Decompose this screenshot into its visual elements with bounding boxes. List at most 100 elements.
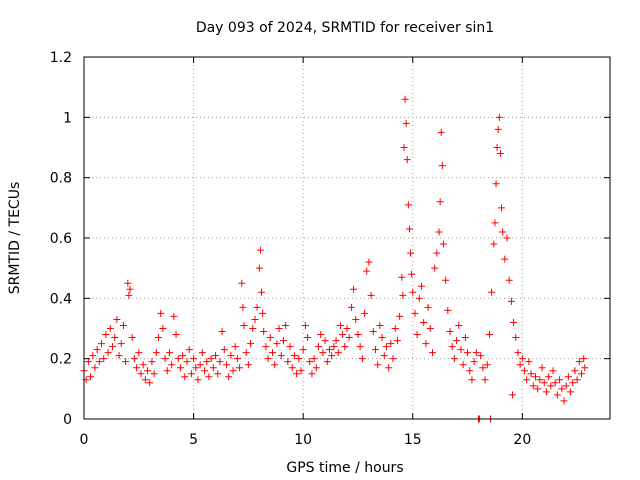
data-point [477, 352, 485, 360]
data-points [80, 95, 589, 423]
x-tick-label: 0 [80, 432, 89, 448]
data-point [350, 285, 358, 293]
data-point [420, 318, 428, 326]
data-point [405, 225, 413, 233]
data-point [347, 303, 355, 311]
data-point [505, 276, 513, 284]
data-point [483, 361, 491, 369]
data-point [194, 376, 202, 384]
data-point [115, 352, 123, 360]
data-point [268, 349, 276, 357]
x-tick-label: 20 [513, 432, 531, 448]
data-point [567, 388, 575, 396]
data-point [352, 315, 360, 323]
data-point [336, 321, 344, 329]
data-point [135, 349, 143, 357]
data-point [556, 376, 564, 384]
data-point [100, 355, 108, 363]
data-point [293, 370, 301, 378]
data-point [119, 321, 127, 329]
data-point [144, 367, 152, 375]
data-point [255, 264, 263, 272]
data-point [493, 144, 501, 151]
data-point [231, 343, 239, 351]
data-point [168, 361, 176, 369]
data-point [125, 291, 133, 299]
data-point [422, 340, 430, 348]
data-point [527, 370, 535, 378]
data-point [369, 328, 377, 336]
data-point [523, 376, 531, 384]
data-point [516, 361, 524, 369]
data-point [510, 318, 518, 326]
data-point [315, 343, 323, 351]
data-point [225, 373, 233, 381]
data-point [259, 309, 267, 317]
data-point [438, 162, 446, 170]
data-point [470, 358, 478, 366]
data-point [400, 144, 408, 151]
data-point [538, 364, 546, 372]
data-point [490, 240, 498, 248]
data-point [545, 373, 553, 381]
data-point [551, 379, 559, 387]
data-point [503, 234, 511, 242]
data-point [521, 367, 529, 375]
data-point [404, 201, 412, 209]
data-point [152, 349, 160, 357]
data-point [218, 328, 226, 336]
data-point [525, 358, 533, 366]
data-point [409, 288, 417, 296]
data-point [176, 364, 184, 372]
data-point [339, 331, 347, 339]
data-point [403, 156, 411, 164]
data-point [251, 315, 259, 323]
data-point [130, 355, 138, 363]
data-point [137, 370, 145, 378]
axis-ticks: 0 0.2 0.4 0.6 0.8 1 1.2 0 5 10 15 20 [50, 50, 610, 448]
x-tick-label: 15 [404, 432, 422, 448]
data-point [536, 376, 544, 384]
data-point [262, 343, 270, 351]
data-point [512, 334, 520, 342]
data-point [216, 358, 224, 366]
data-point [124, 279, 132, 287]
data-point [361, 309, 369, 317]
data-point [102, 331, 110, 339]
data-point [494, 125, 502, 133]
data-point [279, 337, 287, 345]
data-point [201, 367, 209, 375]
data-point [87, 373, 95, 381]
data-point [174, 355, 182, 363]
data-point [282, 321, 290, 329]
data-point [122, 358, 130, 366]
data-point [128, 334, 136, 342]
data-point [413, 331, 421, 339]
data-point [562, 382, 570, 390]
data-point [146, 379, 154, 387]
data-point [89, 352, 97, 360]
data-point [499, 228, 507, 236]
data-point [133, 364, 141, 372]
data-point [396, 312, 404, 320]
data-point [190, 355, 198, 363]
data-point [358, 355, 366, 363]
data-point [508, 391, 516, 399]
data-point [399, 291, 407, 299]
data-point [472, 349, 480, 357]
data-point [514, 349, 522, 357]
data-point [433, 249, 441, 257]
data-point [229, 367, 237, 375]
data-point [418, 282, 426, 290]
data-point [161, 355, 169, 363]
data-point [453, 337, 461, 345]
data-point [531, 373, 539, 381]
data-point [407, 249, 415, 257]
data-point [378, 334, 386, 342]
data-point [363, 267, 371, 275]
y-tick-label: 1 [63, 110, 72, 126]
data-point [214, 370, 222, 378]
y-tick-label: 0.4 [50, 291, 72, 307]
data-point [498, 204, 506, 212]
